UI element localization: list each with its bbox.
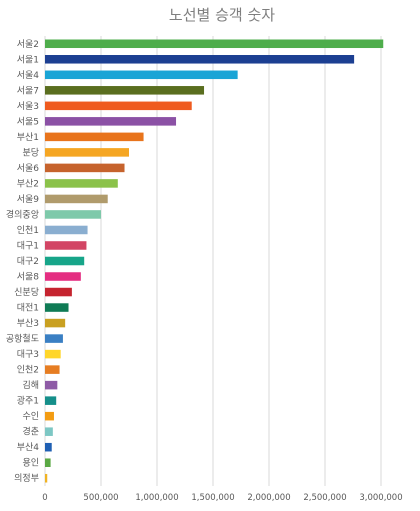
bar (45, 380, 58, 390)
category-label: 신분당 (14, 287, 39, 298)
bar (45, 225, 88, 235)
bar (45, 148, 129, 157)
bar (45, 411, 54, 421)
category-label: 서울3 (17, 101, 39, 112)
x-tick-label: 0 (42, 493, 47, 503)
bar (45, 334, 63, 343)
category-label: 부산1 (17, 132, 39, 143)
bar (45, 210, 101, 219)
category-label: 의정부 (14, 473, 39, 484)
bar (45, 318, 66, 328)
bar (45, 194, 108, 204)
category-label: 대구3 (17, 349, 39, 360)
x-tick-labels: 0 500,000 1,000,000 1,500,000 2,000,000 2,500… (42, 493, 402, 503)
category-label: 서울2 (17, 39, 39, 50)
category-label: 광주1 (17, 395, 39, 407)
bar (45, 241, 87, 250)
x-tick-label: 2,000,000 (247, 493, 290, 503)
category-label: 경춘 (22, 426, 39, 438)
bar (45, 256, 85, 266)
category-label: 인천1 (17, 225, 39, 236)
bar (45, 396, 57, 405)
category-label: 인천2 (17, 365, 39, 376)
bar (45, 163, 125, 173)
category-label: 대전1 (17, 303, 39, 314)
bar (45, 179, 118, 188)
chart-title: 노선별 승객 숫자 (169, 6, 275, 24)
category-label: 대구1 (17, 240, 39, 251)
bars (45, 39, 384, 483)
category-label: 부산4 (17, 442, 40, 453)
bar (45, 101, 192, 111)
x-tick-label: 500,000 (83, 493, 118, 503)
bar (45, 86, 205, 95)
category-label: 서울1 (17, 54, 39, 65)
bar (45, 303, 69, 312)
category-label: 서울9 (17, 194, 40, 205)
category-label: 분당 (22, 147, 39, 158)
bar (45, 39, 384, 49)
bar (45, 473, 48, 483)
x-tick-label: 2,500,000 (303, 493, 346, 503)
category-label: 서울5 (17, 116, 39, 127)
category-label: 서울6 (17, 163, 40, 174)
bar (45, 442, 52, 452)
bar (45, 287, 72, 297)
x-tick-label: 3,000,000 (359, 493, 402, 503)
bar (45, 55, 355, 64)
bar (45, 70, 238, 80)
category-label: 부산2 (17, 178, 39, 189)
category-label: 김해 (22, 379, 39, 391)
category-label: 용인 (22, 458, 39, 469)
bar (45, 132, 144, 142)
bar (45, 272, 81, 281)
x-tick-label: 1,000,000 (135, 493, 178, 503)
category-label: 수인 (22, 411, 39, 422)
category-label: 공항철도 (6, 334, 39, 345)
bar (45, 458, 51, 467)
bar (45, 349, 61, 359)
x-tick-label: 1,500,000 (191, 493, 234, 503)
bar (45, 427, 53, 436)
gridlines (44, 36, 382, 486)
bar (45, 365, 60, 374)
category-label: 경의중앙 (6, 208, 39, 220)
category-label: 서울4 (17, 70, 40, 81)
category-label: 대구2 (17, 256, 39, 267)
category-label: 서울8 (17, 272, 40, 283)
bar (45, 117, 177, 126)
category-label: 부산3 (17, 318, 39, 329)
category-label: 서울7 (17, 85, 39, 96)
